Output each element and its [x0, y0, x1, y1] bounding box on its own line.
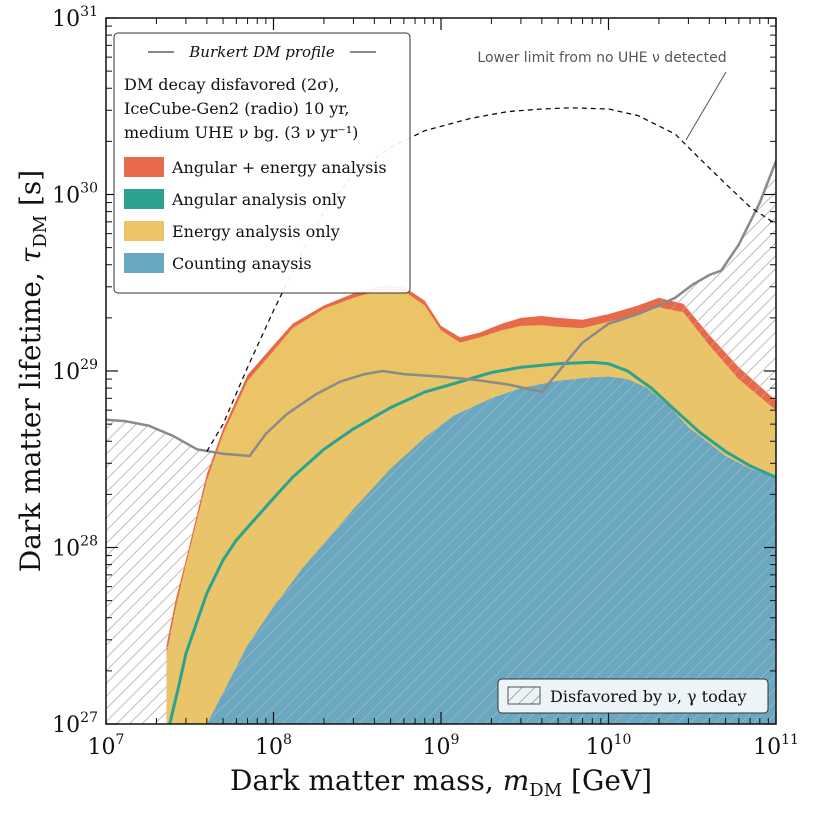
legend-desc-line1: DM decay disfavored (2σ), [124, 75, 339, 94]
legend-box [113, 32, 411, 294]
lower-limit-annotation: Lower limit from no UHE ν detected [477, 50, 727, 141]
y-tick-label: 1030 [52, 181, 98, 209]
legend-label-counting: Counting anaysis [172, 254, 312, 273]
legend-label-angular: Angular analysis only [171, 190, 346, 209]
y-axis-title: Dark matter lifetime, τDM [s] [14, 170, 51, 572]
series-angular-line [168, 360, 776, 724]
disfavored-overlay-hatch [106, 160, 776, 724]
lower-limit-dashed-line [206, 107, 776, 452]
x-tick-label: 1011 [753, 732, 799, 760]
y-tick-label: 1029 [52, 357, 98, 385]
plot-area [106, 107, 776, 724]
y-tick-label: 1028 [52, 534, 98, 562]
legend-label-angular-energy: Angular + energy analysis [171, 158, 387, 177]
y-tick-label: 1031 [52, 4, 98, 32]
legend-label-energy: Energy analysis only [172, 222, 340, 241]
legend-swatch-angular-energy [124, 157, 164, 177]
x-tick-label: 108 [255, 732, 292, 760]
legend-disfavored-box [497, 678, 769, 714]
legend-header: Burkert DM profile [188, 43, 335, 61]
legend: Burkert DM profile DM decay disfavored (… [113, 32, 411, 294]
x-tick-label: 109 [423, 732, 460, 760]
legend-swatch-disfavored [507, 686, 541, 705]
lower-limit-label: Lower limit from no UHE ν detected [477, 50, 726, 66]
x-tick-label: 1010 [586, 732, 632, 760]
legend-swatch-angular [124, 189, 164, 209]
lower-limit-pointer [685, 71, 727, 141]
legend-desc-line2: IceCube-Gen2 (radio) 10 yr, [124, 99, 349, 118]
axis-ticks: 107 108 109 1010 1011 1027 1028 1029 1030 1031 [52, 4, 799, 760]
disfavored-boundary-line [106, 160, 776, 458]
legend-swatch-energy [124, 221, 164, 241]
legend-label-disfavored: Disfavored by ν, γ today [550, 687, 747, 706]
legend-disfavored: Disfavored by ν, γ today [497, 678, 769, 714]
x-axis-title: Dark matter mass, mDM [GeV] [230, 764, 652, 801]
y-tick-label: 1027 [52, 710, 98, 738]
legend-desc-line3: medium UHE ν bg. (3 ν yr⁻¹) [124, 123, 358, 142]
legend-swatch-counting [124, 253, 164, 273]
x-tick-label: 107 [88, 732, 125, 760]
